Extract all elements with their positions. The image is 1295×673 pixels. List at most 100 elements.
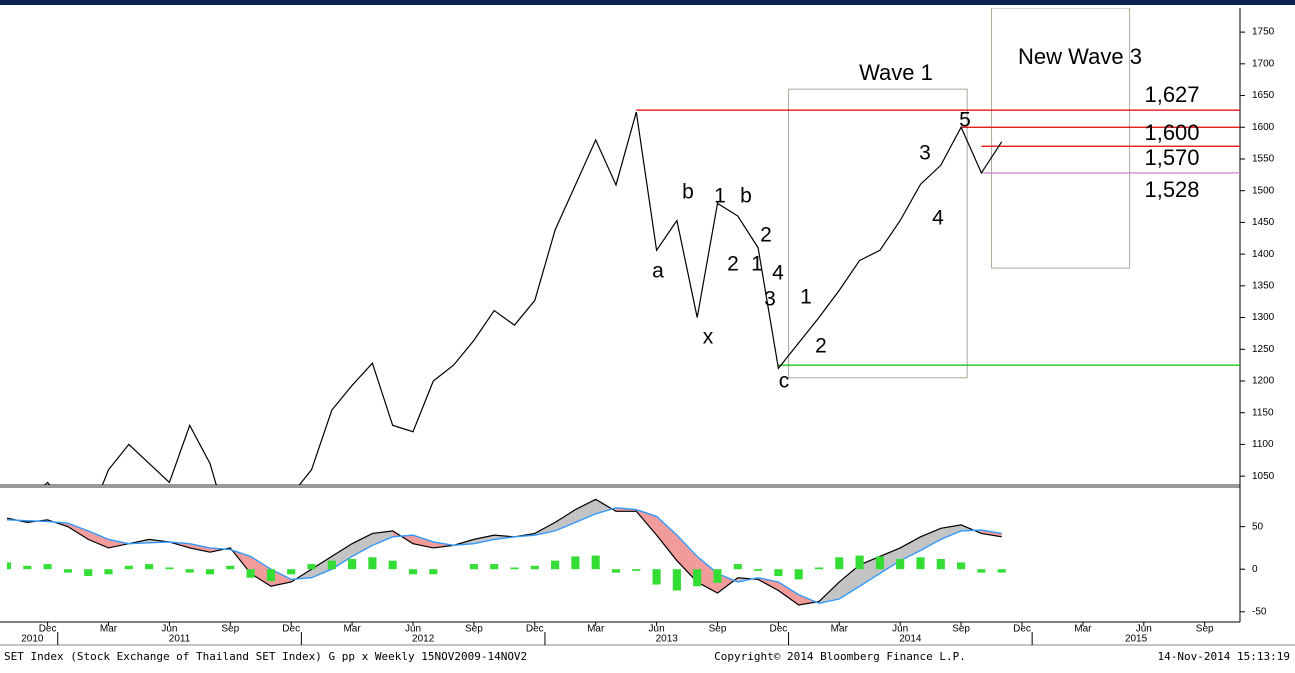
histogram-bar	[23, 565, 32, 570]
y-tick-label: 1350	[1252, 280, 1275, 291]
x-tick-label: Jun	[649, 624, 665, 635]
panel-separator	[0, 484, 1240, 488]
x-tick-label: Jun	[1136, 624, 1152, 635]
series-line	[44, 111, 1003, 485]
year-label: 2010	[21, 634, 44, 645]
y-tick-label: 1300	[1252, 312, 1275, 323]
year-label: 2012	[412, 634, 435, 645]
histogram-bar	[551, 560, 560, 570]
wave-label: 1	[751, 253, 763, 276]
wave-label: c	[779, 370, 790, 393]
histogram-bar	[490, 564, 499, 570]
level-label: 1,528	[1144, 177, 1199, 202]
histogram-bar	[916, 557, 925, 570]
histogram-bar	[205, 569, 215, 575]
histogram-bar	[794, 569, 803, 580]
histogram-bar	[957, 562, 966, 570]
oscillator-fill	[189, 543, 210, 553]
y-tick-label: 1400	[1252, 249, 1275, 260]
x-tick-label: Mar	[100, 624, 118, 635]
y-tick-label: 1150	[1252, 407, 1274, 418]
y-tick-label: -50	[1252, 606, 1267, 617]
oscillator-fill	[981, 530, 1002, 537]
histogram-bar	[7, 562, 12, 570]
histogram-bar	[713, 569, 722, 583]
wave-label: 4	[932, 207, 944, 230]
y-tick-label: 1550	[1252, 154, 1275, 165]
series-line	[7, 507, 1002, 604]
y-tick-label: 1200	[1252, 376, 1275, 387]
wave-label: 5	[959, 109, 971, 132]
y-tick-label: 1750	[1252, 27, 1275, 38]
histogram-bar	[510, 567, 519, 570]
histogram-bar	[591, 555, 600, 570]
oscillator-fill	[656, 516, 677, 561]
y-tick-label: 50	[1252, 521, 1264, 532]
box-label: Wave 1	[859, 60, 933, 85]
histogram-bar	[469, 564, 478, 570]
x-tick-label: Jun	[892, 624, 908, 635]
x-tick-label: Jun	[161, 624, 177, 635]
histogram-bar	[287, 569, 296, 575]
histogram-bar	[571, 556, 580, 570]
y-tick-label: 0	[1252, 564, 1258, 575]
oscillator-fill	[676, 535, 698, 582]
year-label: 2014	[899, 634, 922, 645]
histogram-bar	[327, 560, 336, 570]
wave-label: 1	[800, 286, 812, 309]
wave-label: 2	[727, 253, 739, 276]
year-label: 2011	[169, 634, 191, 645]
x-tick-label: Mar	[1074, 624, 1092, 635]
histogram-bar	[733, 564, 742, 570]
x-tick-label: Sep	[221, 624, 239, 635]
histogram-bar	[104, 569, 113, 575]
oscillator-fill	[697, 556, 718, 594]
wave-label: b	[682, 181, 694, 204]
wave-label: 4	[772, 262, 784, 285]
oscillator-fill	[250, 556, 271, 587]
wave-label: 1	[714, 185, 726, 208]
x-tick-label: Jun	[405, 624, 421, 635]
wave-label: a	[652, 260, 664, 283]
oscillator-fill	[311, 556, 332, 578]
oscillator-fill	[352, 533, 373, 557]
oscillator-fill	[67, 523, 89, 540]
histogram-bar	[977, 569, 986, 573]
oscillator-fill	[473, 535, 495, 544]
histogram-bar	[530, 565, 539, 570]
oscillator-panel	[7, 498, 1006, 606]
oscillator-fill	[88, 530, 109, 548]
oscillator-fill	[778, 581, 799, 605]
histogram-bar	[307, 564, 316, 570]
histogram-bar	[124, 565, 133, 570]
histogram-bar	[672, 569, 681, 591]
x-tick-label: Dec	[282, 624, 300, 635]
histogram-bar	[408, 569, 418, 575]
x-tick-label: Sep	[709, 624, 727, 635]
level-label: 1,570	[1144, 145, 1199, 170]
histogram-bar	[693, 569, 702, 587]
x-tick-label: Dec	[1013, 624, 1031, 635]
y-tick-label: 1700	[1252, 58, 1275, 69]
wave-box	[788, 88, 968, 379]
wave-box	[991, 8, 1131, 269]
histogram-bar	[875, 556, 884, 570]
x-tick-label: Dec	[39, 624, 57, 635]
x-tick-label: Sep	[952, 624, 970, 635]
x-tick-label: Dec	[770, 624, 788, 635]
oscillator-fill	[575, 499, 596, 523]
year-label: 2013	[656, 634, 679, 645]
histogram-bar	[388, 560, 397, 570]
histogram-bar	[754, 569, 763, 571]
y-tick-label: 1050	[1252, 471, 1275, 482]
oscillator-fill	[900, 536, 921, 561]
wave-label: x	[703, 326, 714, 349]
wave-label: 2	[760, 224, 772, 247]
oscillator-fill	[270, 569, 292, 587]
y-tick-label: 1250	[1252, 344, 1275, 355]
oscillator-fill	[839, 564, 860, 600]
y-tick-label: 1650	[1252, 90, 1275, 101]
y-tick-label: 1600	[1252, 122, 1275, 133]
